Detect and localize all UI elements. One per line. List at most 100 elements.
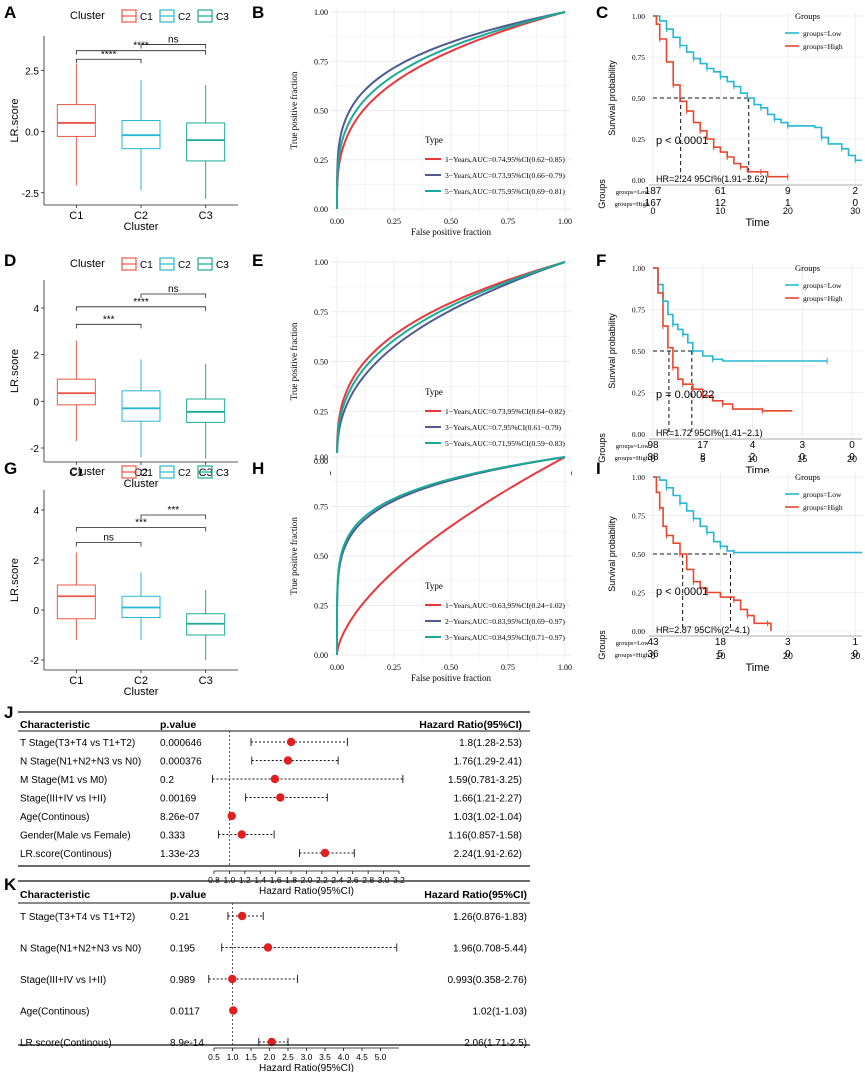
hr-point xyxy=(286,737,296,747)
row-characteristic: LR.score(Continous) xyxy=(20,1038,112,1049)
y-tick-label: 0.25 xyxy=(314,602,328,611)
row-pvalue: 0.989 xyxy=(170,975,195,986)
risk-count: 3 xyxy=(785,637,791,648)
legend-label: 5−Years,AUC=0.75,95%CI(0.69−0.81) xyxy=(445,187,565,196)
x-tick-label: 2.5 xyxy=(282,1052,294,1062)
legend-title: Groups xyxy=(795,263,820,273)
panel-letter-h: H xyxy=(252,459,264,478)
y-tick-label: 0.75 xyxy=(632,306,645,315)
y-tick-label: 0.00 xyxy=(632,176,645,185)
roc-curve xyxy=(336,11,566,209)
x-axis-title: Time xyxy=(745,217,769,229)
x-tick-label: 1.2 xyxy=(239,875,251,885)
risk-count: 5 xyxy=(718,649,724,660)
y-tick-label: 2 xyxy=(33,556,39,567)
panel-letter-e: E xyxy=(252,251,263,270)
x-tick-label: 1.00 xyxy=(558,663,572,672)
hr-point xyxy=(228,974,237,984)
x-tick-label: 1.6 xyxy=(270,875,282,885)
row-hazard-ratio: 1.03(1.02-1.04) xyxy=(454,812,522,823)
x-tick-label: C1 xyxy=(69,467,83,479)
y-tick-label: 1.00 xyxy=(632,264,645,273)
significance-bracket xyxy=(140,44,207,49)
risk-table-title: Groups xyxy=(597,630,607,660)
x-tick-label: 1.0 xyxy=(224,875,236,885)
legend-label: 3−Years,AUC=0.84,95%CI(0.71−0.97) xyxy=(445,633,565,642)
risk-row-label: groups=High xyxy=(615,455,650,462)
y-tick-label: -2 xyxy=(30,656,39,667)
risk-count: 98 xyxy=(647,440,659,451)
risk-count: 17 xyxy=(697,440,709,451)
significance-bracket xyxy=(75,306,207,311)
roc-curve xyxy=(336,11,566,209)
box xyxy=(186,398,226,423)
y-tick-label: 1.00 xyxy=(632,473,645,482)
y-tick-label: 0.25 xyxy=(632,589,645,598)
y-axis-title: Survival probability xyxy=(607,313,617,389)
legend-label: 3−Years,AUC=0.7,95%CI(0.61−0.79) xyxy=(445,423,562,432)
km-plot-f: 0.000.250.500.751.000 5 10 15 20TimeSurvival… xyxy=(597,263,864,477)
km-curve-low xyxy=(653,15,862,162)
x-axis-title: Hazard Ratio(95%CI) xyxy=(259,1063,354,1072)
x-tick-label: 2.8 xyxy=(362,875,374,885)
y-tick-label: 0.25 xyxy=(632,135,645,144)
x-axis-title: Time xyxy=(745,662,769,674)
x-tick-label: 1.4 xyxy=(254,875,266,885)
y-tick-label: 0.00 xyxy=(632,627,645,636)
risk-count: 8 xyxy=(700,452,706,463)
row-hazard-ratio: 1.8(1.28-2.53) xyxy=(459,738,522,749)
legend-label: C1 xyxy=(140,12,153,23)
panel-letter-a: A xyxy=(4,3,16,22)
legend-label: C2 xyxy=(178,260,191,271)
x-tick-label: 0 xyxy=(650,651,655,661)
significance-bracket xyxy=(75,542,142,547)
y-tick-label: 4 xyxy=(33,304,39,315)
x-tick-label: C2 xyxy=(134,675,148,687)
row-pvalue: 1.33e-23 xyxy=(160,849,200,860)
row-characteristic: Age(Continous) xyxy=(20,1007,89,1018)
y-tick-label: 0.75 xyxy=(314,57,328,66)
risk-row-label: groups=Low xyxy=(616,189,650,196)
legend-label: C3 xyxy=(216,12,229,23)
x-axis-title: Cluster xyxy=(124,686,159,698)
risk-row-label: groups=Low xyxy=(616,640,650,647)
hazard-ratio-label: HR=1.72 95CI%(1.41−2.1) xyxy=(656,428,763,438)
panel-letter-j: J xyxy=(4,703,13,722)
legend-label: C3 xyxy=(216,260,229,271)
y-tick-label: 0.25 xyxy=(314,156,328,165)
x-tick-label: C3 xyxy=(199,675,213,687)
row-hazard-ratio: 2.06(1.71-2.5) xyxy=(464,1038,527,1049)
x-tick-label: 2.4 xyxy=(331,875,343,885)
x-tick-label: 2.0 xyxy=(264,1052,276,1062)
y-tick-label: 0.00 xyxy=(632,430,645,439)
x-tick-label: 10 xyxy=(715,651,725,661)
risk-row-label: groups=High xyxy=(615,201,650,208)
significance-label: ns xyxy=(103,533,114,544)
row-pvalue: 0.21 xyxy=(170,912,190,923)
y-axis-title: LR.score xyxy=(9,349,21,393)
row-characteristic: T Stage(T3+T4 vs T1+T2) xyxy=(20,912,135,923)
x-tick-label: 20 xyxy=(783,651,793,661)
y-axis-title: True positive fraction xyxy=(289,71,299,149)
row-hazard-ratio: 1.76(1.29-2.41) xyxy=(454,757,522,768)
row-characteristic: Stage(III+IV vs I+II) xyxy=(20,975,106,986)
legend-label: C2 xyxy=(178,12,191,23)
x-tick-label: 2.6 xyxy=(347,875,359,885)
roc-curve xyxy=(336,456,566,655)
row-hazard-ratio: 0.993(0.358-2.76) xyxy=(447,975,527,986)
risk-table-title: Groups xyxy=(597,433,607,463)
roc-plot-b: 0.000.00 0.25 0.25 0.50 0.50 0.75 0.75 1.00 1.00… xyxy=(289,8,572,237)
legend-title: Cluster xyxy=(70,258,105,270)
row-characteristic: Gender(Male vs Female) xyxy=(20,831,131,842)
x-axis-title: Hazard Ratio(95%CI) xyxy=(259,886,354,897)
risk-count: 18 xyxy=(715,637,727,648)
y-tick-label: 0.25 xyxy=(632,389,645,398)
y-tick-label: 0 xyxy=(33,606,39,617)
significance-bracket xyxy=(75,58,142,64)
x-tick-label: 3.0 xyxy=(378,875,390,885)
x-tick-label: 3.5 xyxy=(319,1052,331,1062)
row-hazard-ratio: 1.02(1-1.03) xyxy=(473,1007,527,1018)
hr-point xyxy=(267,1037,276,1047)
legend-label: groups=Low xyxy=(803,29,842,38)
